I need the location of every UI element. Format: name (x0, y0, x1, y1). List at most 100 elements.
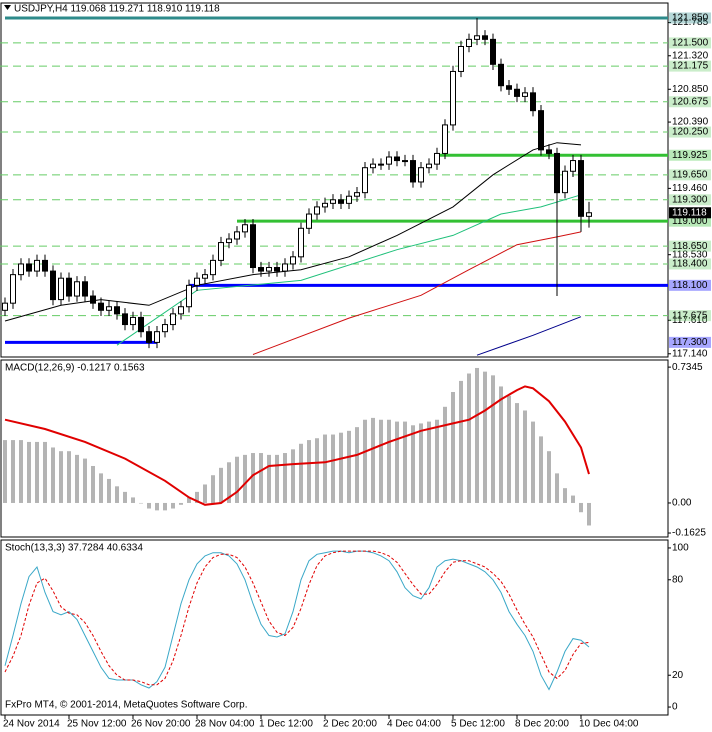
candle-body (2, 302, 8, 311)
histogram-bar (203, 484, 207, 503)
y-tick-label: 80 (672, 574, 684, 585)
level-label: 121.175 (672, 61, 709, 72)
histogram-bar (163, 502, 167, 511)
histogram-bar (267, 454, 271, 503)
histogram-bar (3, 440, 7, 503)
y-tick-label: -0.1625 (672, 528, 706, 539)
histogram-bar (91, 465, 95, 503)
y-tick-label: 0 (672, 702, 678, 713)
candle-body (274, 267, 280, 272)
bid-box (669, 207, 711, 219)
pane-frame (0, 2, 669, 358)
candle-body (106, 306, 112, 311)
level-label: 117.675 (672, 310, 708, 321)
histogram-bar (387, 419, 391, 503)
candle-body (34, 259, 40, 272)
histogram-bar (243, 454, 247, 503)
candle-body (82, 281, 88, 297)
candle-body (322, 202, 328, 208)
candle-body (122, 313, 128, 326)
candle-body (178, 306, 184, 315)
histogram-bar (219, 467, 223, 503)
moving-average (116, 194, 582, 346)
candle-body (306, 213, 312, 229)
moving-average (4, 142, 582, 322)
candle-body (18, 263, 24, 276)
histogram-bar (83, 458, 87, 503)
histogram-bar (147, 502, 151, 509)
level-label: 118.100 (672, 280, 708, 291)
candle-body (66, 277, 72, 297)
histogram-bar (419, 423, 423, 503)
histogram-bar (171, 502, 175, 509)
candle-body (418, 167, 424, 183)
level-label-box (669, 96, 711, 108)
histogram-bar (315, 438, 319, 503)
candle-body (170, 313, 176, 326)
candle-body (330, 199, 336, 204)
x-tick-label: 1 Dec 12:00 (259, 719, 313, 730)
histogram-bar (331, 434, 335, 503)
candle-body (386, 156, 392, 165)
level-label: 120.675 (672, 96, 709, 107)
histogram-bar (179, 502, 183, 505)
level-label: 119.300 (672, 194, 708, 205)
histogram-bar (427, 421, 431, 503)
candle-body (490, 38, 496, 65)
candle-body (90, 295, 96, 304)
candle-body (426, 163, 432, 169)
x-tick-label: 26 Nov 20:00 (131, 719, 191, 730)
candle-body (410, 160, 416, 183)
level-label: 120.250 (672, 127, 709, 138)
x-tick-label: 4 Dec 04:00 (387, 719, 441, 730)
pane-frame (0, 539, 669, 716)
histogram-bar (227, 462, 231, 503)
candle-body (74, 281, 80, 297)
candle-body (226, 238, 232, 244)
histogram-bar (19, 440, 23, 503)
histogram-bar (523, 410, 527, 503)
candle-body (154, 331, 160, 343)
level-label-box (669, 240, 711, 252)
y-tick-label: 0.00 (672, 498, 692, 509)
histogram-bar (259, 453, 263, 503)
histogram-bar (467, 373, 471, 503)
level-label: 119.925 (672, 150, 708, 161)
candle-body (42, 259, 48, 272)
histogram-bar (539, 436, 543, 503)
histogram-bar (571, 495, 575, 503)
histogram-bar (107, 478, 111, 503)
histogram-bar (451, 391, 455, 503)
histogram-bar (131, 497, 135, 503)
candle-body (250, 224, 256, 269)
histogram-bar (99, 473, 103, 503)
candle-body (210, 259, 216, 276)
candle-body (98, 302, 104, 311)
candle-body (266, 267, 272, 272)
candle-body (530, 92, 536, 112)
level-label-box (669, 310, 711, 322)
histogram-bar (443, 406, 447, 503)
candle-body (218, 242, 224, 261)
moving-average (476, 316, 582, 356)
level-label-box (669, 37, 711, 49)
candle-body (234, 231, 240, 240)
candle-body (506, 85, 512, 90)
candle-body (354, 192, 360, 197)
candle-body (138, 316, 144, 333)
y-tick-label: 119.460 (672, 183, 708, 194)
candle-body (282, 263, 288, 272)
y-tick-label: 0.7345 (672, 362, 703, 373)
level-label-box (669, 169, 711, 181)
candle-body (434, 152, 440, 165)
candle-body (402, 160, 408, 163)
menu-arrow (4, 5, 11, 10)
indicator-title: Stoch(13,3,3) 37.7284 40.6334 (5, 543, 143, 554)
level-label-box (669, 215, 711, 227)
level-label-box (669, 12, 711, 24)
histogram-bar (67, 451, 71, 503)
y-tick-label: 121.320 (672, 50, 709, 61)
candle-body (338, 199, 344, 204)
candle-body (394, 156, 400, 162)
